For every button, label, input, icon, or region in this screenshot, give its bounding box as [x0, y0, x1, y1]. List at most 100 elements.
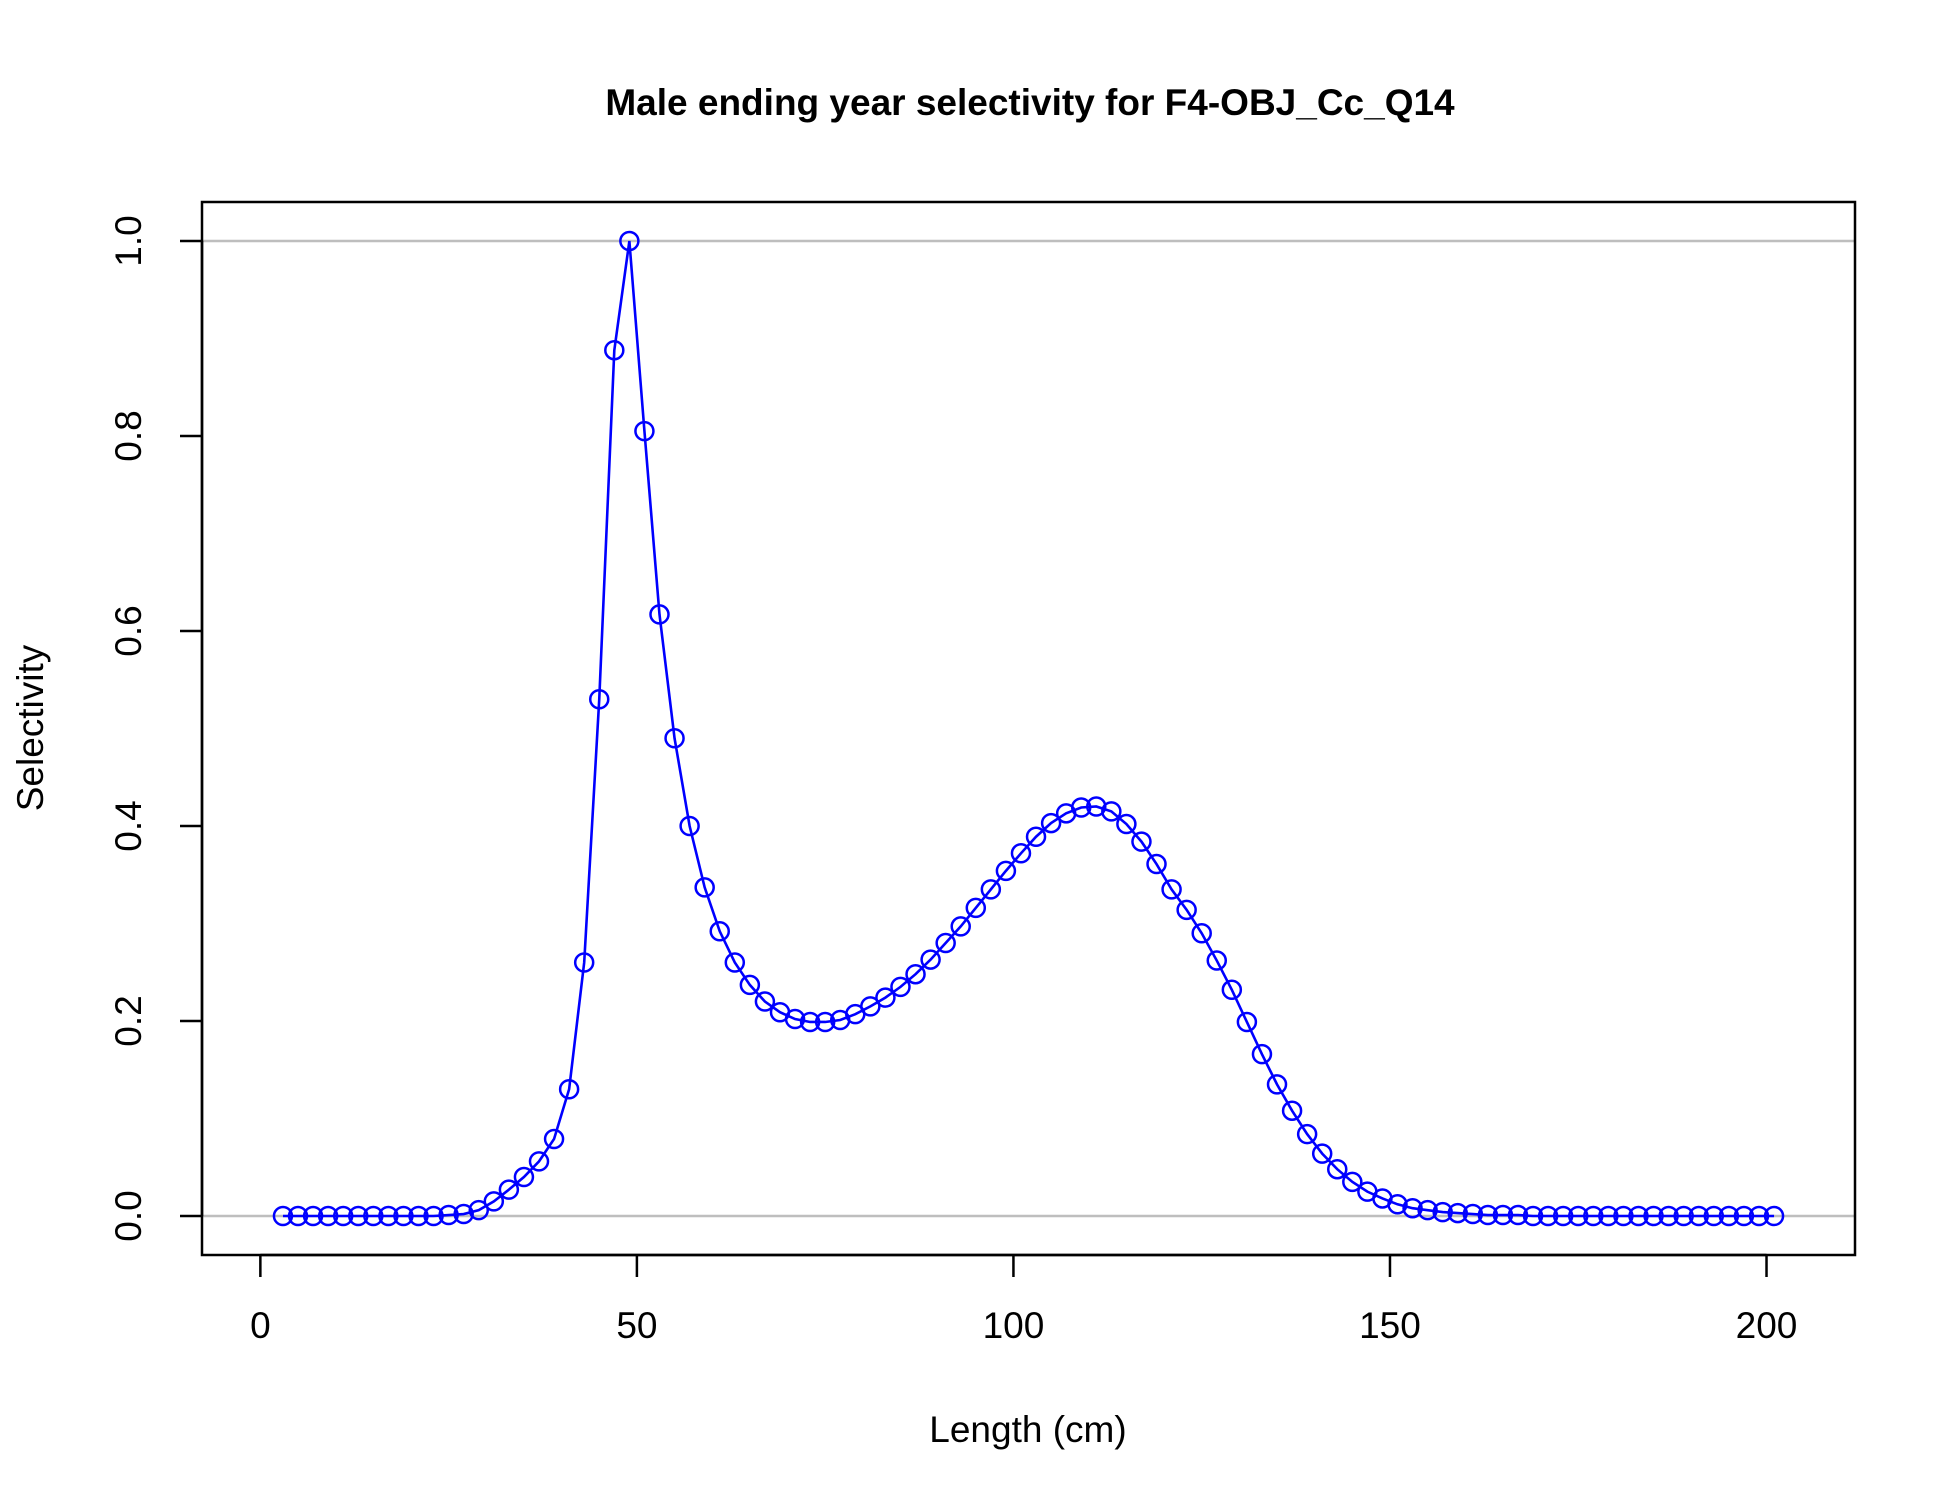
y-tick-label: 0.0	[108, 1190, 149, 1241]
data-point	[1537, 1205, 1559, 1227]
data-point	[498, 1179, 520, 1200]
data-point	[980, 879, 1002, 900]
plot-frame	[200, 200, 1857, 1257]
data-point	[1040, 812, 1062, 834]
data-point	[558, 1079, 580, 1100]
data-point	[754, 991, 776, 1012]
data-point	[1718, 1205, 1740, 1227]
x-axis-label: Length (cm)	[929, 1409, 1126, 1450]
y-tick-label: 0.4	[108, 800, 149, 851]
data-point	[1327, 1158, 1348, 1180]
data-points	[272, 230, 1785, 1227]
data-point	[1522, 1205, 1544, 1227]
data-point	[1477, 1204, 1499, 1226]
data-point	[1748, 1205, 1770, 1227]
data-point	[634, 420, 655, 442]
data-point	[1281, 1100, 1303, 1121]
data-point	[1552, 1205, 1574, 1227]
y-tick-label: 0.8	[108, 410, 149, 461]
data-point	[1703, 1205, 1725, 1227]
data-point	[1311, 1143, 1333, 1164]
data-point	[1010, 843, 1032, 864]
data-point	[890, 976, 911, 998]
data-point	[1613, 1205, 1634, 1227]
data-point	[965, 897, 987, 919]
data-point	[573, 952, 595, 973]
data-point	[1658, 1205, 1679, 1227]
data-point	[408, 1205, 429, 1227]
data-point	[1251, 1043, 1273, 1065]
data-point	[483, 1191, 505, 1212]
data-point	[694, 877, 715, 898]
data-point	[1146, 853, 1167, 875]
data-point	[528, 1151, 550, 1172]
data-point	[1221, 979, 1243, 1001]
data-point	[1236, 1011, 1258, 1033]
x-tick-label: 200	[1736, 1305, 1798, 1346]
data-point	[588, 689, 610, 710]
data-point	[1131, 831, 1152, 852]
data-point	[1733, 1205, 1755, 1227]
data-point	[1643, 1205, 1664, 1227]
data-point	[995, 860, 1017, 882]
data-point	[1402, 1197, 1423, 1219]
data-point	[302, 1205, 324, 1227]
data-point	[709, 921, 730, 942]
data-point	[1598, 1205, 1619, 1227]
data-point	[393, 1205, 414, 1227]
data-point	[317, 1205, 339, 1227]
data-point	[724, 952, 746, 973]
data-point	[1462, 1203, 1484, 1225]
data-point	[1507, 1204, 1529, 1226]
data-point	[664, 728, 685, 749]
data-point	[950, 916, 971, 937]
data-point	[1567, 1205, 1589, 1227]
data-point	[1176, 899, 1197, 921]
data-point	[378, 1205, 399, 1227]
data-point	[905, 963, 926, 985]
data-point	[1206, 950, 1228, 971]
data-point	[453, 1203, 474, 1225]
data-point	[799, 1011, 821, 1033]
data-point	[875, 987, 896, 1008]
data-point	[468, 1199, 490, 1221]
data-point	[1387, 1194, 1408, 1215]
data-point	[1266, 1074, 1288, 1095]
y-axis-label: Selectivity	[10, 644, 51, 811]
x-tick-label: 0	[250, 1305, 271, 1346]
data-point	[1296, 1123, 1318, 1145]
data-point	[423, 1205, 444, 1227]
data-point	[1342, 1171, 1363, 1193]
data-point	[1673, 1205, 1694, 1227]
data-point	[363, 1205, 384, 1227]
chart-title: Male ending year selectivity for F4-OBJ_…	[605, 82, 1455, 123]
data-point	[649, 604, 670, 625]
data-point	[739, 974, 761, 996]
data-point	[1101, 801, 1122, 822]
data-point	[619, 230, 640, 252]
data-point	[287, 1205, 309, 1227]
data-point	[1070, 797, 1092, 818]
series-line	[282, 240, 1775, 1218]
x-tick-label: 50	[616, 1305, 657, 1346]
data-point	[348, 1205, 369, 1227]
data-point	[438, 1204, 459, 1226]
x-tick-label: 100	[983, 1305, 1045, 1346]
data-point	[1417, 1199, 1438, 1221]
x-tick-label: 150	[1359, 1305, 1421, 1346]
data-point	[860, 996, 881, 1017]
y-tick-label: 0.6	[108, 605, 149, 656]
data-point	[920, 949, 941, 970]
data-point	[1763, 1205, 1785, 1227]
data-point	[1492, 1204, 1514, 1226]
data-point	[1447, 1202, 1469, 1224]
data-point	[935, 932, 956, 954]
data-point	[1191, 923, 1212, 944]
data-point	[513, 1166, 535, 1188]
data-point	[332, 1205, 354, 1227]
data-point	[1628, 1205, 1649, 1227]
data-point	[543, 1128, 565, 1150]
data-point	[1432, 1201, 1453, 1223]
data-point	[1161, 879, 1182, 900]
